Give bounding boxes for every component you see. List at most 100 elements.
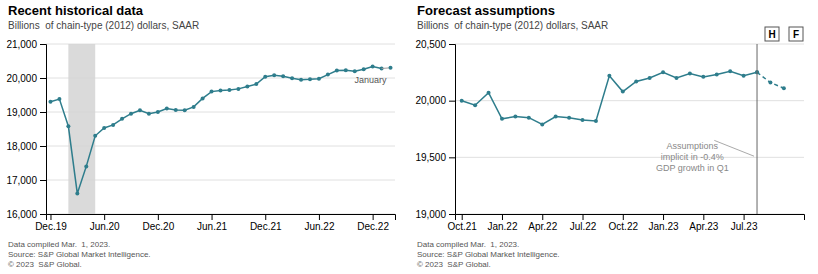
point	[742, 74, 746, 78]
x-tick-label: Apr.23	[689, 221, 718, 232]
point	[500, 117, 504, 121]
point	[581, 118, 585, 122]
point	[782, 86, 786, 90]
point	[183, 108, 187, 112]
y-tick: 17,000	[6, 175, 46, 186]
title: Recent historical data	[8, 3, 144, 18]
point	[129, 112, 133, 116]
point	[460, 99, 464, 103]
point	[344, 68, 348, 72]
footnote: © 2023 S&P Global.	[8, 260, 82, 269]
x-tick-label: Jun.22	[304, 221, 334, 232]
footnote: Data compiled Mar. 1, 2023.	[8, 240, 110, 249]
y-tick-label: 16,000	[6, 209, 37, 220]
point	[156, 110, 160, 114]
y-tick-label: 20,500	[415, 39, 446, 50]
x-tick: Jul.23	[731, 214, 758, 232]
x-tick-mark	[663, 214, 664, 220]
y-tick-mark	[449, 214, 455, 215]
y-tick-mark	[449, 44, 455, 45]
grid-line	[46, 180, 395, 181]
point	[567, 116, 571, 120]
point	[353, 69, 357, 73]
y-tick-mark	[449, 157, 455, 158]
point	[674, 76, 678, 80]
y-tick-mark	[40, 112, 46, 113]
y-tick-mark	[40, 214, 46, 215]
point	[192, 105, 196, 109]
point	[540, 122, 544, 126]
point	[93, 134, 97, 138]
series-key-box	[765, 27, 779, 41]
series-key-label: F	[793, 29, 799, 40]
point	[147, 112, 151, 116]
x-tick-mark	[623, 214, 624, 220]
series-line	[50, 66, 381, 193]
point	[371, 64, 375, 68]
divider-line	[757, 44, 758, 214]
y-tick: 18,000	[6, 141, 46, 152]
series-line	[757, 72, 784, 88]
point	[688, 71, 692, 75]
point	[165, 107, 169, 111]
x-axis: Dec.19Jun.20Dec.20Jun.21Dec.21Jun.22Dec.…	[35, 214, 395, 232]
annotation-point	[389, 66, 393, 70]
footnote: Data compiled Mar. 1, 2023.	[417, 240, 519, 249]
x-tick: Apr.23	[689, 214, 718, 232]
x-tick-mark	[158, 214, 159, 220]
point	[554, 115, 558, 119]
x-tick: Jul.22	[570, 214, 597, 232]
y-tick: 19,000	[415, 209, 455, 220]
point	[308, 77, 312, 81]
point	[527, 116, 531, 120]
y-tick: 16,000	[6, 209, 46, 220]
title: Forecast assumptions	[417, 3, 555, 18]
panel: Forecast assumptions Billions of chain-ty…	[415, 3, 804, 269]
grid-line	[46, 78, 395, 79]
y-tick-label: 19,000	[415, 209, 446, 220]
x-axis-line	[456, 215, 805, 221]
x-tick-label: Apr.22	[528, 221, 557, 232]
point	[48, 100, 52, 104]
point	[621, 90, 625, 94]
series-line	[462, 71, 757, 124]
grid-line	[455, 100, 804, 101]
y-axis: 16,00017,00018,00019,00020,00021,000	[6, 39, 46, 220]
annotation-label: January	[354, 75, 387, 85]
x-tick: Dec.20	[143, 214, 175, 232]
plot-area	[48, 44, 392, 214]
x-tick-mark	[542, 214, 543, 220]
y-tick-mark	[40, 180, 46, 181]
subtitle: Billions of chain-type (2012) dollars, S…	[417, 20, 608, 31]
chart-svg: Recent historical data Billions of chain-…	[0, 0, 818, 274]
plot-area	[460, 69, 786, 126]
annotation-text: GDP growth in Q1	[656, 163, 729, 173]
y-tick-label: 21,000	[6, 39, 37, 50]
y-tick-mark	[40, 44, 46, 45]
x-tick-label: Jan.22	[487, 221, 517, 232]
x-axis-line	[47, 215, 396, 221]
point	[513, 115, 517, 119]
point	[84, 164, 88, 168]
point	[661, 70, 665, 74]
point	[648, 76, 652, 80]
y-tick-mark	[449, 101, 455, 102]
point	[281, 74, 285, 78]
y-tick: 20,500	[415, 39, 455, 50]
x-tick-label: Dec.22	[357, 221, 389, 232]
point	[487, 91, 491, 95]
point	[768, 81, 772, 85]
point	[120, 117, 124, 121]
point	[263, 75, 267, 79]
x-tick: Dec.22	[357, 214, 389, 232]
point	[317, 77, 321, 81]
x-tick-mark	[462, 214, 463, 220]
point	[174, 108, 178, 112]
point	[201, 96, 205, 100]
footnote: Source: S&P Global Market Intelligence.	[8, 250, 151, 259]
series-key-label: H	[768, 29, 775, 40]
point	[272, 73, 276, 77]
y-tick: 21,000	[6, 39, 46, 50]
point	[473, 103, 477, 107]
x-tick-label: Dec.19	[35, 221, 67, 232]
